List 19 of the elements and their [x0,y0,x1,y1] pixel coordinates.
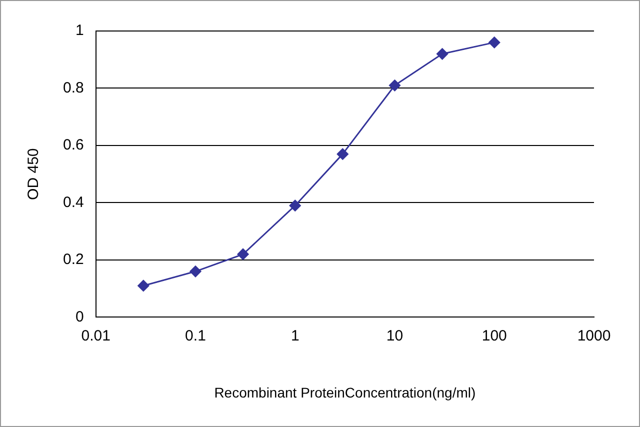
x-tick-label: 100 [482,327,507,344]
y-tick-label: 0 [76,308,84,326]
x-tick-label: 1 [290,327,300,344]
x-axis-title: Recombinant ProteinConcentration(ng/ml) [214,384,476,400]
x-tick-label: 1000 [577,327,611,344]
point [388,80,400,92]
y-tick-label: 0.4 [62,194,84,211]
point [488,36,500,48]
y-tick-label: 1 [76,22,84,40]
y-axis-title: OD 450 [25,148,42,200]
point [138,280,150,292]
x-tick-label: 0.01 [81,327,110,344]
y-tick-label: 0.2 [62,251,84,268]
point [237,248,249,260]
y-tick-label: 0.8 [62,79,84,96]
x-tick-label: 0.1 [185,327,206,344]
x-tick-label: 10 [386,327,404,344]
point [289,200,301,212]
y-tick-label: 0.6 [62,136,84,154]
